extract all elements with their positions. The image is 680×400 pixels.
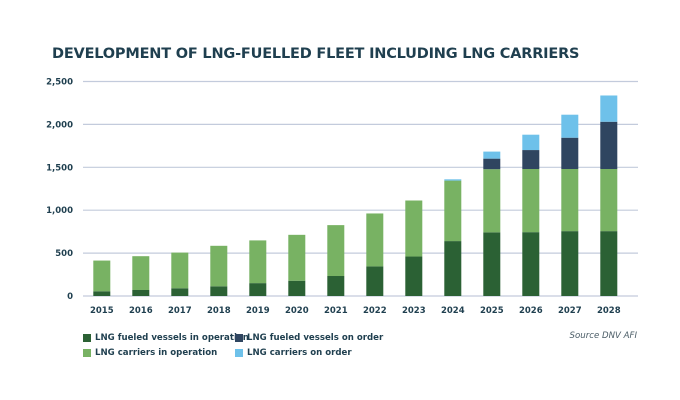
x-tick-label: 2024 bbox=[441, 306, 465, 316]
x-tick-label: 2023 bbox=[402, 306, 426, 316]
legend-swatch bbox=[235, 334, 243, 342]
bar-segment bbox=[522, 169, 540, 233]
bar-segment bbox=[405, 256, 423, 296]
bar-segment bbox=[249, 240, 267, 284]
x-tick-label: 2015 bbox=[90, 306, 114, 316]
bar-stack-2027 bbox=[561, 114, 579, 296]
bar-segment bbox=[483, 158, 501, 170]
bar-stack-2018 bbox=[210, 245, 228, 296]
bar-segment bbox=[561, 169, 579, 232]
y-tick-label: 2,500 bbox=[46, 78, 73, 88]
legend-swatch bbox=[83, 334, 91, 342]
legend-label: LNG carriers on order bbox=[247, 348, 352, 358]
y-tick-label: 500 bbox=[55, 249, 73, 259]
bar-segment bbox=[93, 291, 111, 296]
bar-segment bbox=[600, 95, 618, 122]
x-tick-label: 2026 bbox=[519, 306, 543, 316]
bar-segment bbox=[366, 266, 384, 296]
bar-segment bbox=[444, 241, 462, 296]
y-axis-ticks: 0 500 1,000 1,500 2,000 2,500 bbox=[46, 78, 73, 303]
x-tick-label: 2027 bbox=[558, 306, 582, 316]
bar-stack-2024 bbox=[444, 179, 462, 296]
bar-segment bbox=[210, 286, 228, 296]
x-tick-label: 2018 bbox=[207, 306, 231, 316]
bar-segment bbox=[522, 150, 540, 170]
bar-segment bbox=[288, 234, 306, 281]
bar-segment bbox=[288, 280, 306, 296]
bar-stack-2021 bbox=[327, 225, 345, 296]
legend-item-carriers-in-operation: LNG carriers in operation bbox=[83, 348, 217, 358]
bar-stack-2023 bbox=[405, 200, 423, 296]
bar-segment bbox=[561, 114, 579, 138]
legend-item-carriers-on-order: LNG carriers on order bbox=[235, 348, 352, 358]
bar-segment bbox=[249, 283, 267, 296]
gridlines bbox=[83, 80, 638, 297]
bar-segment bbox=[93, 260, 111, 292]
x-tick-label: 2022 bbox=[363, 306, 387, 316]
bar-stack-2019 bbox=[249, 240, 267, 296]
bar-segment bbox=[483, 169, 501, 233]
bar-stack-2022 bbox=[366, 213, 384, 296]
x-tick-label: 2017 bbox=[168, 306, 192, 316]
legend-swatch bbox=[235, 349, 243, 357]
legend-label: LNG carriers in operation bbox=[95, 348, 218, 358]
bar-segment bbox=[405, 200, 423, 257]
legend-item-fueled-on-order: LNG fueled vessels on order bbox=[235, 333, 383, 343]
x-tick-label: 2019 bbox=[246, 306, 270, 316]
legend-swatch bbox=[83, 349, 91, 357]
x-tick-label: 2020 bbox=[285, 306, 309, 316]
bar-segment bbox=[561, 137, 579, 170]
bar-segment bbox=[522, 232, 540, 296]
bar-segment bbox=[600, 169, 618, 232]
bars bbox=[93, 95, 618, 296]
bar-stack-2028 bbox=[600, 95, 618, 296]
bar-segment bbox=[600, 231, 618, 296]
bar-segment bbox=[561, 231, 579, 296]
bar-segment bbox=[522, 134, 540, 151]
bar-segment bbox=[444, 180, 462, 242]
bar-segment bbox=[444, 179, 462, 181]
legend-item-fueled-in-operation: LNG fueled vessels in operation bbox=[83, 333, 249, 343]
bar-segment bbox=[210, 245, 228, 287]
x-tick-label: 2016 bbox=[129, 306, 153, 316]
bar-segment bbox=[600, 121, 618, 170]
y-tick-label: 1,500 bbox=[46, 163, 73, 173]
bar-stack-2016 bbox=[132, 256, 150, 296]
source-note: Source DNV AFI bbox=[569, 331, 637, 341]
bar-stack-2020 bbox=[288, 234, 306, 296]
chart-title: DEVELOPMENT OF LNG-FUELLED FLEET INCLUDI… bbox=[52, 46, 580, 62]
y-tick-label: 0 bbox=[67, 292, 73, 302]
y-tick-label: 2,000 bbox=[46, 120, 73, 130]
bar-segment bbox=[171, 252, 189, 289]
bar-segment bbox=[483, 151, 501, 159]
x-tick-label: 2028 bbox=[597, 306, 621, 316]
bar-stack-2015 bbox=[93, 260, 111, 296]
bar-segment bbox=[327, 225, 345, 277]
bar-stack-2025 bbox=[483, 151, 501, 296]
legend-label: LNG fueled vessels on order bbox=[247, 333, 384, 343]
bar-stack-2026 bbox=[522, 134, 540, 296]
bar-segment bbox=[483, 232, 501, 296]
x-tick-label: 2025 bbox=[480, 306, 504, 316]
bar-stack-2017 bbox=[171, 252, 189, 296]
x-tick-label: 2021 bbox=[324, 306, 348, 316]
bar-segment bbox=[327, 276, 345, 296]
y-tick-label: 1,000 bbox=[46, 206, 73, 216]
bar-segment bbox=[171, 288, 189, 296]
bar-segment bbox=[366, 213, 384, 267]
legend-label: LNG fueled vessels in operation bbox=[95, 333, 249, 343]
bar-segment bbox=[132, 256, 150, 290]
x-axis-ticks: 2015 2016 2017 2018 2019 2020 2021 2022 2023 2024… bbox=[90, 306, 621, 316]
bar-segment bbox=[132, 289, 150, 296]
